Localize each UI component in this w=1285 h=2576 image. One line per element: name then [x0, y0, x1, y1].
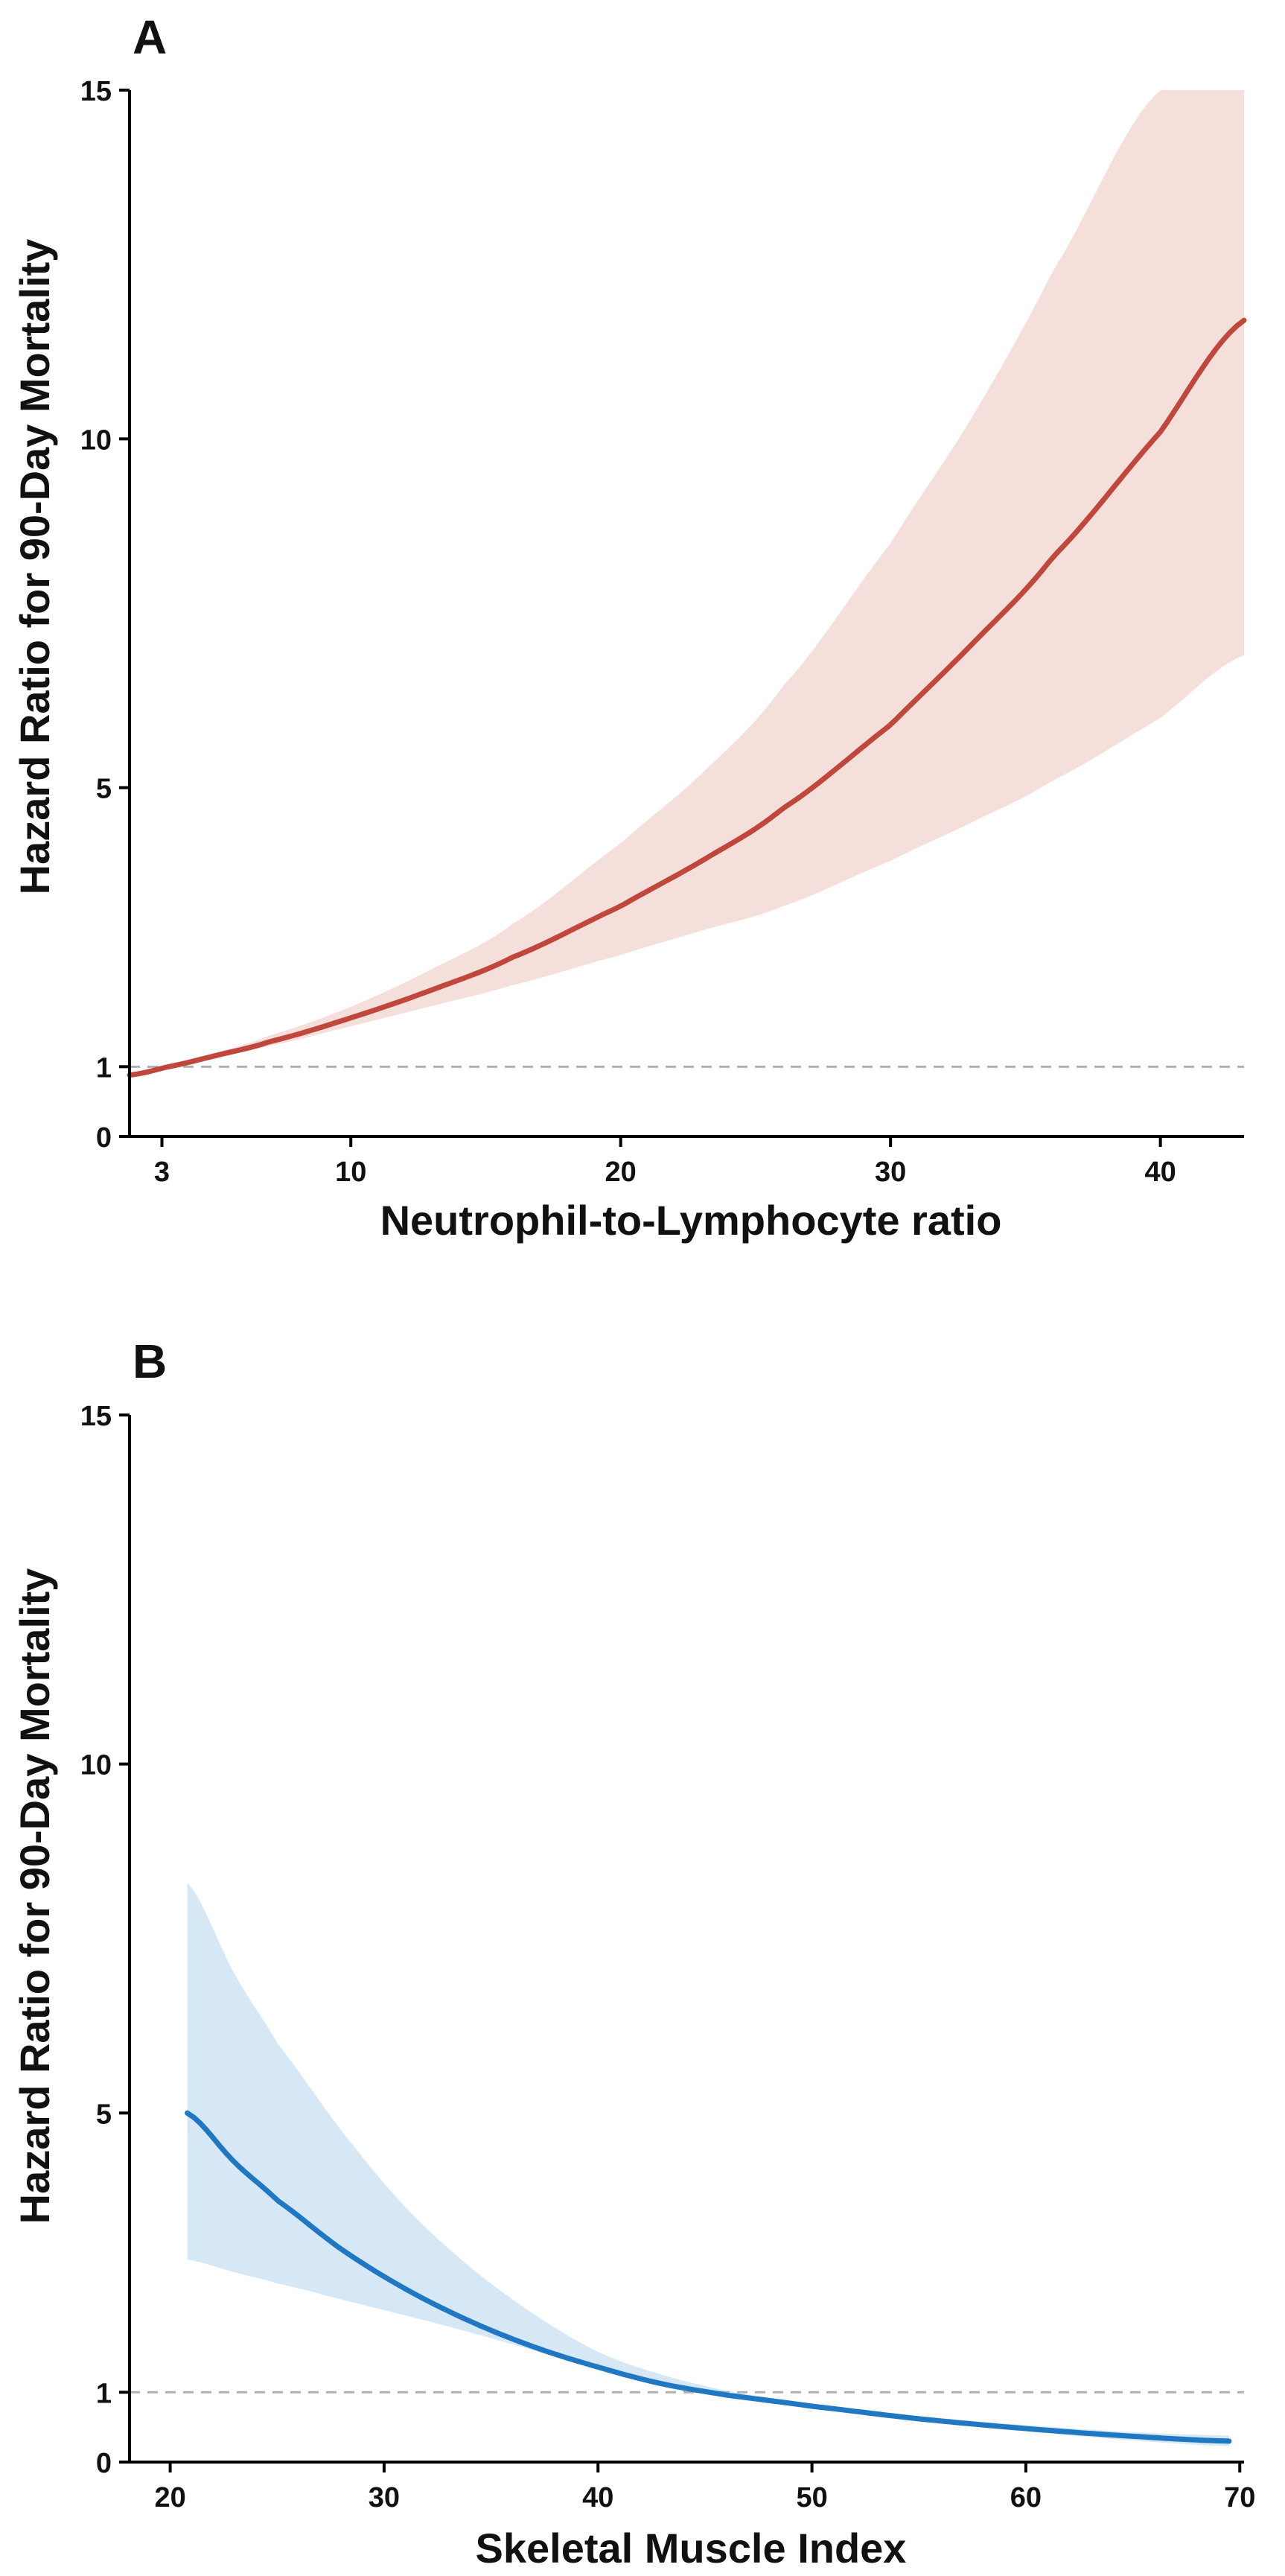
- hazard-ratio-line-a: [127, 317, 1247, 1078]
- x-tick-label-b: 70: [1224, 2482, 1255, 2513]
- x-axis-title-b: Skeletal Muscle Index: [476, 2525, 907, 2572]
- x-tick-label-a: 30: [875, 1157, 906, 1188]
- confidence-band-b: [187, 1883, 1229, 2446]
- y-tick-label-a: 1: [96, 1052, 112, 1084]
- x-tick-label-a: 3: [154, 1157, 170, 1188]
- y-axis-title-a: Hazard Ratio for 90-Day Mortality: [11, 239, 58, 895]
- y-tick-label-b: 5: [96, 2099, 112, 2130]
- y-tick-label-b: 15: [80, 1401, 112, 1432]
- y-tick-label-b: 10: [80, 1750, 112, 1781]
- y-tick-label-b: 0: [96, 2448, 112, 2479]
- hazard-ratio-line-b: [185, 2110, 1232, 2444]
- y-tick-label-a: 0: [96, 1122, 112, 1154]
- x-axis-title-a: Neutrophil-to-Lymphocyte ratio: [380, 1197, 1002, 1244]
- x-tick-label-b: 20: [154, 2482, 185, 2513]
- panel-letter-b: B: [133, 1335, 167, 1388]
- confidence-band-a: [130, 90, 1244, 1075]
- y-tick-label-a: 10: [80, 424, 112, 456]
- y-tick-label-a: 15: [80, 76, 112, 107]
- y-axis-title-b: Hazard Ratio for 90-Day Mortality: [11, 1568, 58, 2224]
- x-tick-label-a: 20: [605, 1157, 637, 1188]
- x-tick-label-b: 60: [1010, 2482, 1042, 2513]
- x-tick-label-a: 10: [335, 1157, 366, 1188]
- x-tick-label-b: 30: [369, 2482, 400, 2513]
- y-tick-label-a: 5: [96, 774, 112, 805]
- x-tick-label-a: 40: [1144, 1157, 1176, 1188]
- x-tick-label-b: 40: [582, 2482, 613, 2513]
- y-tick-label-b: 1: [96, 2378, 112, 2409]
- panel-letter-a: A: [133, 10, 167, 64]
- x-tick-label-b: 50: [796, 2482, 827, 2513]
